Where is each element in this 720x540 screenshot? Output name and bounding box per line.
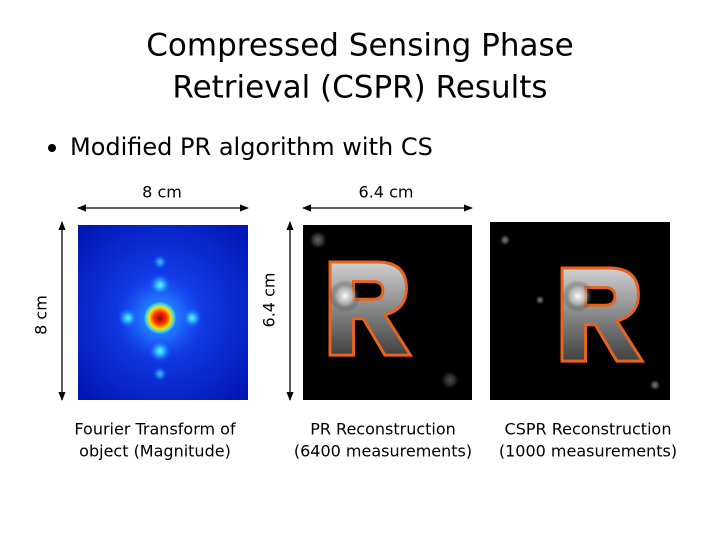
height-label: 6.4 cm <box>260 273 279 328</box>
bullet-text: Modified PR algorithm with CS <box>70 133 433 161</box>
cspr-image <box>490 222 670 400</box>
title-line: Compressed Sensing Phase <box>146 28 573 64</box>
caption: CSPR Reconstruction <box>505 420 672 439</box>
pr-image <box>303 225 472 400</box>
caption: Fourier Transform of <box>74 420 236 439</box>
height-label: 8 cm <box>32 295 51 335</box>
caption: PR Reconstruction <box>310 420 456 439</box>
title-line: Retrieval (CSPR) Results <box>172 70 547 106</box>
width-label: 8 cm <box>142 183 182 202</box>
bullet-dot <box>48 144 56 152</box>
width-label: 6.4 cm <box>359 183 414 202</box>
caption: object (Magnitude) <box>79 442 231 461</box>
fourier-image <box>78 225 248 400</box>
caption: (1000 measurements) <box>499 442 677 461</box>
caption: (6400 measurements) <box>294 442 472 461</box>
